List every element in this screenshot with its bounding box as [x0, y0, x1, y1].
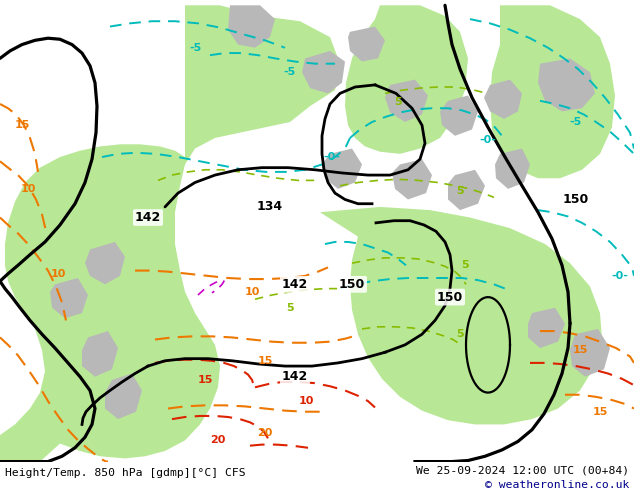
- Text: 10: 10: [299, 396, 314, 406]
- Text: 15: 15: [197, 375, 212, 385]
- Polygon shape: [490, 5, 615, 178]
- Polygon shape: [85, 242, 125, 284]
- Text: 10: 10: [50, 269, 66, 279]
- Text: © weatheronline.co.uk: © weatheronline.co.uk: [484, 480, 629, 490]
- Text: 142: 142: [282, 278, 308, 291]
- Text: 5: 5: [286, 303, 294, 313]
- Text: 5: 5: [456, 186, 464, 196]
- Polygon shape: [440, 96, 478, 136]
- Polygon shape: [50, 278, 88, 318]
- Polygon shape: [320, 207, 602, 424]
- Polygon shape: [385, 79, 428, 122]
- Polygon shape: [82, 331, 118, 377]
- Polygon shape: [348, 26, 385, 62]
- Text: 5: 5: [394, 97, 402, 107]
- Polygon shape: [345, 5, 468, 154]
- Polygon shape: [302, 51, 345, 94]
- Text: 20: 20: [257, 428, 273, 438]
- Polygon shape: [528, 308, 565, 348]
- Text: 150: 150: [563, 193, 589, 206]
- Polygon shape: [0, 5, 340, 462]
- Text: 142: 142: [282, 370, 308, 383]
- Text: Height/Temp. 850 hPa [gdmp][°C] CFS: Height/Temp. 850 hPa [gdmp][°C] CFS: [5, 468, 246, 478]
- Text: -5: -5: [284, 67, 296, 77]
- Text: -0-: -0-: [323, 152, 340, 162]
- Text: We 25-09-2024 12:00 UTC (00+84): We 25-09-2024 12:00 UTC (00+84): [416, 466, 629, 476]
- Text: 15: 15: [15, 120, 30, 130]
- Text: 150: 150: [339, 278, 365, 291]
- Text: 142: 142: [135, 211, 161, 224]
- Text: 10: 10: [20, 184, 36, 194]
- Polygon shape: [105, 373, 142, 419]
- Text: 10: 10: [244, 287, 260, 297]
- Text: 150: 150: [437, 291, 463, 304]
- Polygon shape: [495, 148, 530, 189]
- Polygon shape: [538, 58, 595, 111]
- Text: -0-: -0-: [612, 271, 628, 281]
- Polygon shape: [322, 148, 362, 189]
- Polygon shape: [448, 170, 485, 210]
- Text: 15: 15: [257, 356, 273, 366]
- Text: 5: 5: [456, 329, 464, 339]
- Text: 134: 134: [257, 200, 283, 214]
- Polygon shape: [570, 329, 610, 377]
- Text: -0-: -0-: [479, 135, 496, 145]
- Polygon shape: [392, 159, 432, 199]
- Text: 20: 20: [210, 435, 226, 445]
- Text: -5: -5: [569, 117, 581, 127]
- Polygon shape: [484, 79, 522, 119]
- Text: 5: 5: [461, 260, 469, 270]
- Text: 15: 15: [592, 407, 607, 416]
- Text: 15: 15: [573, 345, 588, 355]
- Text: -5: -5: [189, 43, 201, 53]
- Polygon shape: [228, 5, 275, 48]
